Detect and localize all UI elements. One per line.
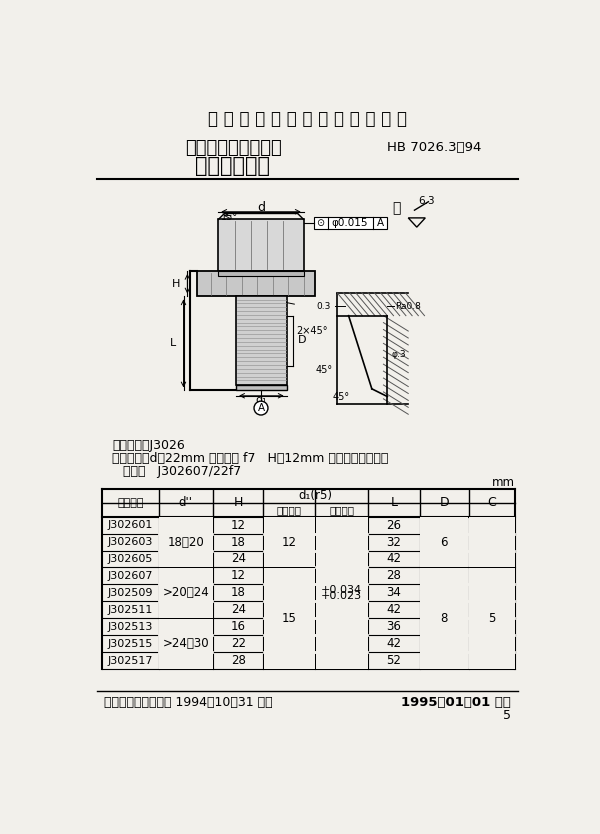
Text: 0.3: 0.3 — [316, 302, 331, 311]
Text: 24: 24 — [230, 552, 245, 565]
Text: 余: 余 — [392, 201, 401, 215]
Bar — [314, 217, 388, 229]
Text: 1995－01－01 实施: 1995－01－01 实施 — [401, 696, 511, 710]
Bar — [218, 219, 304, 271]
Text: d₁(r5): d₁(r5) — [299, 490, 332, 502]
Text: J302511: J302511 — [108, 605, 153, 615]
Text: 12: 12 — [230, 519, 245, 531]
Text: 26: 26 — [386, 519, 401, 531]
Bar — [218, 271, 304, 276]
Bar — [469, 517, 515, 567]
Text: 中 华 人 民 共 和 国 航 空 工 业 标 准: 中 华 人 民 共 和 国 航 空 工 业 标 准 — [208, 110, 407, 128]
Text: A: A — [377, 219, 384, 229]
Text: 34: 34 — [386, 586, 401, 600]
Text: ⊙: ⊙ — [317, 219, 325, 229]
Text: mm: mm — [492, 476, 515, 490]
Text: J302513: J302513 — [108, 622, 153, 632]
Text: 15: 15 — [282, 612, 297, 625]
Text: 36: 36 — [386, 620, 401, 633]
Text: 16: 16 — [230, 620, 245, 633]
Text: 42: 42 — [386, 637, 401, 651]
Text: D: D — [298, 335, 306, 345]
Bar — [236, 385, 287, 390]
Text: 夹具通用元件定位件: 夹具通用元件定位件 — [185, 138, 282, 157]
Text: 18: 18 — [231, 535, 245, 549]
Text: 42: 42 — [386, 603, 401, 616]
Bar — [264, 517, 315, 567]
Text: 45°: 45° — [316, 364, 333, 374]
Text: 标记代号: 标记代号 — [117, 498, 143, 508]
Bar — [159, 517, 212, 567]
Text: HB 7026.3－94: HB 7026.3－94 — [386, 141, 481, 154]
Text: H: H — [233, 496, 243, 510]
Text: D: D — [439, 496, 449, 510]
Text: 28: 28 — [386, 570, 401, 582]
Circle shape — [254, 401, 268, 415]
Text: Ra0.8: Ra0.8 — [395, 302, 421, 311]
Text: H: H — [172, 279, 181, 289]
Bar — [159, 619, 212, 669]
Text: 18: 18 — [231, 586, 245, 600]
Text: 极限偏差: 极限偏差 — [329, 505, 354, 515]
Text: 15°: 15° — [221, 212, 239, 222]
Text: J302603: J302603 — [108, 537, 153, 547]
Text: 6.3: 6.3 — [419, 196, 435, 206]
Text: 5: 5 — [503, 709, 511, 721]
Text: 基本尺寸: 基本尺寸 — [277, 505, 302, 515]
Bar — [316, 517, 368, 669]
Text: 52: 52 — [386, 654, 401, 667]
Bar — [264, 568, 315, 669]
Text: 18～20: 18～20 — [167, 535, 204, 549]
Text: 12: 12 — [230, 570, 245, 582]
Text: J302517: J302517 — [107, 656, 153, 666]
Text: +0.023: +0.023 — [321, 590, 362, 600]
Text: A: A — [257, 403, 265, 413]
Text: C: C — [488, 496, 496, 510]
Text: 45°: 45° — [332, 391, 349, 401]
Text: L: L — [391, 496, 397, 510]
Bar — [420, 517, 469, 567]
Bar — [197, 271, 315, 296]
Text: 8: 8 — [440, 612, 448, 625]
Text: J302509: J302509 — [107, 588, 153, 598]
Text: 分类代号：J3026: 分类代号：J3026 — [112, 439, 185, 451]
Text: 大圆柱定位销: 大圆柱定位销 — [195, 155, 270, 175]
Text: d: d — [257, 201, 265, 214]
Text: L: L — [170, 339, 176, 349]
Bar — [420, 568, 469, 669]
Bar — [236, 296, 287, 385]
Text: 2×45°: 2×45° — [296, 326, 328, 336]
Text: J302607: J302607 — [107, 571, 153, 581]
Text: d₁: d₁ — [255, 395, 267, 405]
Text: 24: 24 — [230, 603, 245, 616]
Text: 6: 6 — [440, 535, 448, 549]
Bar — [469, 568, 515, 669]
Text: 标记示例：d－22mm 公差带为 f7   H－12mm 的大圆柱定位销：: 标记示例：d－22mm 公差带为 f7 H－12mm 的大圆柱定位销： — [112, 452, 389, 465]
Text: J302515: J302515 — [108, 639, 153, 649]
Text: φ0.015: φ0.015 — [332, 219, 368, 229]
Text: d'': d'' — [179, 496, 193, 510]
Text: φ.3: φ.3 — [392, 349, 406, 359]
Text: 中国航空工业总公司 1994－10－31 发布: 中国航空工业总公司 1994－10－31 发布 — [104, 696, 273, 710]
Text: >20～24: >20～24 — [163, 586, 209, 600]
Text: 定位销   J302607/22f7: 定位销 J302607/22f7 — [123, 465, 241, 478]
Text: 5: 5 — [488, 612, 496, 625]
Text: +0.034: +0.034 — [321, 585, 362, 595]
Text: 22: 22 — [230, 637, 245, 651]
Bar — [159, 568, 212, 618]
Text: J302605: J302605 — [108, 554, 153, 564]
Text: 12: 12 — [282, 535, 297, 549]
Text: >24～30: >24～30 — [163, 637, 209, 651]
Text: 32: 32 — [386, 535, 401, 549]
Text: J302601: J302601 — [108, 520, 153, 530]
Text: 28: 28 — [231, 654, 245, 667]
Text: 42: 42 — [386, 552, 401, 565]
